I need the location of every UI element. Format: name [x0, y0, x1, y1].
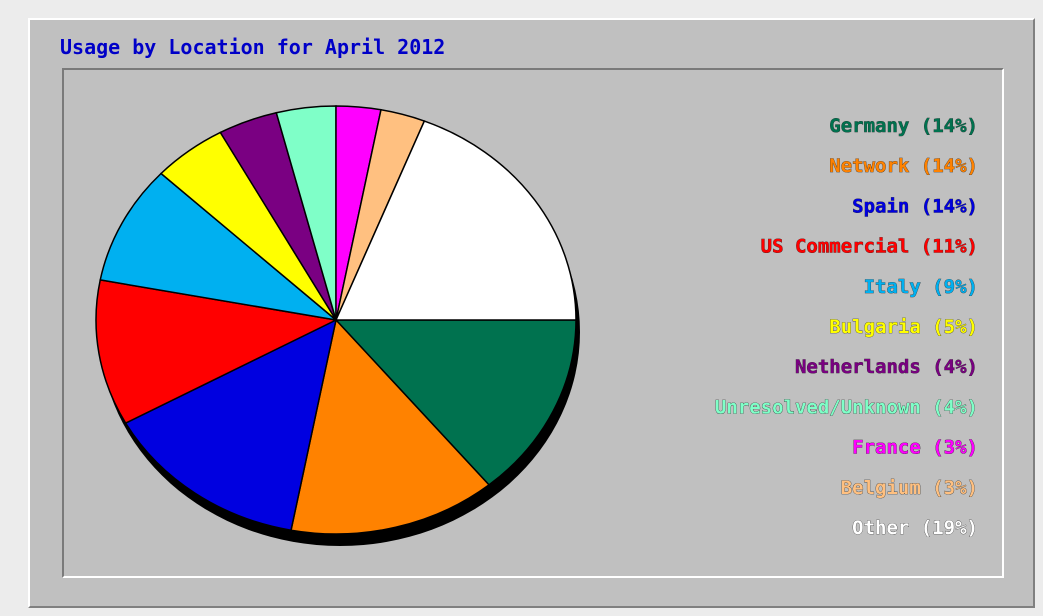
legend-entry: Bulgaria (5%)	[829, 316, 978, 338]
legend-entry: Spain (14%)	[852, 195, 978, 217]
chart-title: Usage by Location for April 2012	[60, 35, 446, 59]
legend-entry: Italy (9%)	[864, 276, 978, 298]
legend-entry: Netherlands (4%)	[795, 356, 978, 378]
pie-slice-us-commercial	[95, 279, 339, 425]
plot-frame	[62, 68, 1004, 578]
pie-chart: Germany (14%) Network (14%) Spain (14%) US …	[95, 105, 979, 546]
pie-slice-other	[334, 120, 577, 321]
legend-entry: Germany (14%)	[829, 115, 978, 137]
legend-entry: France (3%)	[852, 437, 978, 459]
chart-panel: Usage by Location for April 2012 Germany…	[28, 18, 1035, 608]
legend-entry: US Commercial (11%)	[761, 236, 978, 258]
pie-slice-network	[290, 318, 491, 535]
pie-slice-germany	[334, 319, 577, 486]
pie-slices	[95, 105, 577, 535]
legend-entry: Network (14%)	[829, 155, 978, 177]
legend-entry: Unresolved/Unknown (4%)	[715, 396, 978, 418]
legend: Germany (14%) Network (14%) Spain (14%) US …	[715, 115, 979, 540]
legend-entry: Other (19%)	[852, 517, 978, 539]
legend-entry: Belgium (3%)	[841, 477, 978, 499]
pie-slice-spain	[124, 318, 338, 532]
pie-slice-italy	[99, 172, 339, 322]
